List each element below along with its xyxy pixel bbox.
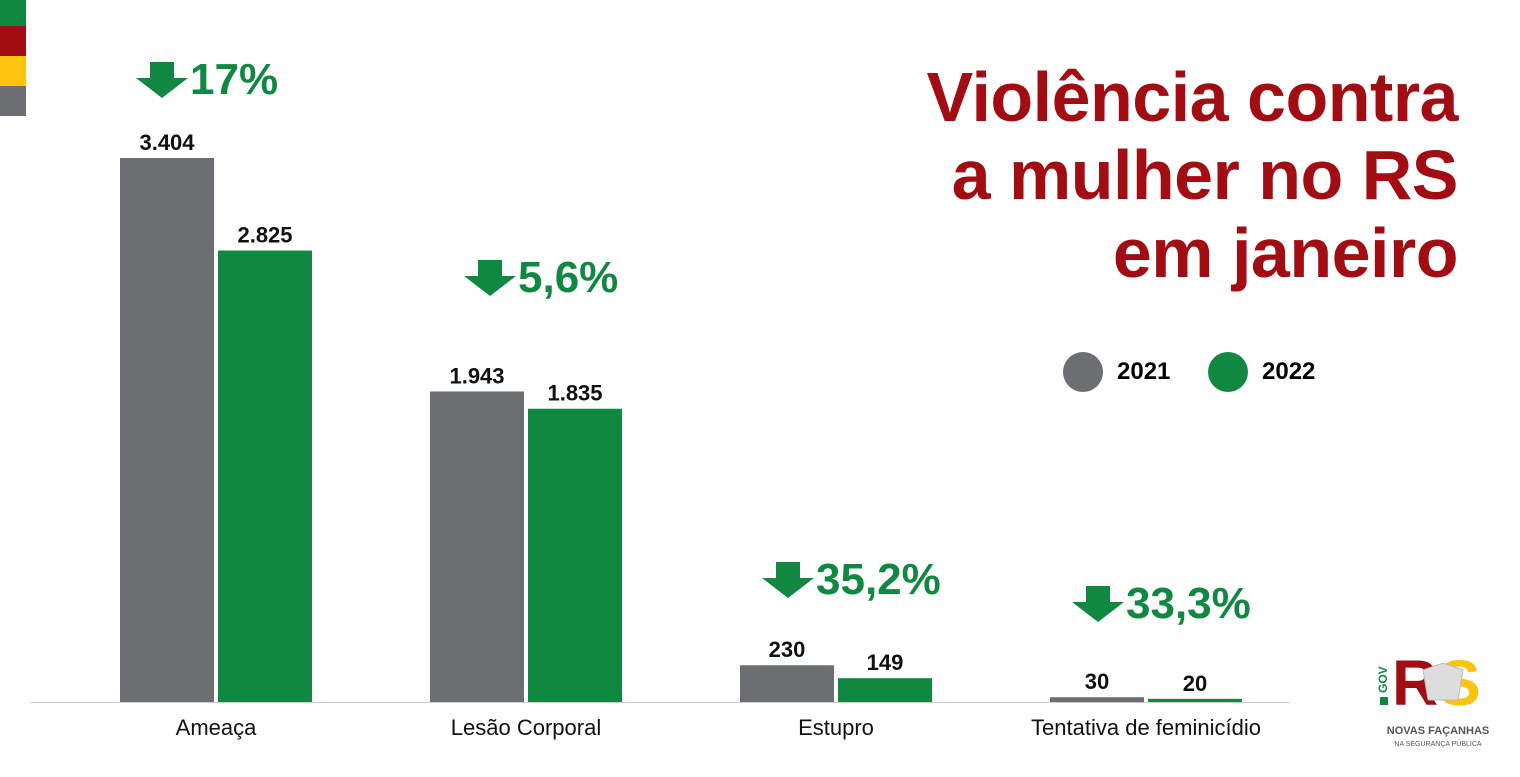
change-label: 33,3% bbox=[1126, 579, 1251, 628]
title-line: em janeiro bbox=[1112, 214, 1459, 292]
legend-swatch bbox=[1208, 352, 1248, 392]
chart-title: Violência contra a mulher no RS em janei… bbox=[926, 58, 1459, 292]
down-arrow-icon bbox=[1072, 586, 1124, 622]
legend-swatch bbox=[1063, 352, 1103, 392]
color-strip-red bbox=[0, 26, 26, 56]
color-strip-gray bbox=[0, 86, 26, 116]
bar-2021 bbox=[120, 158, 214, 702]
title-line: a mulher no RS bbox=[951, 136, 1459, 214]
svg-text:GOV: GOV bbox=[1378, 666, 1390, 693]
logo-name: NOVAS FAÇANHAS bbox=[1386, 725, 1490, 737]
data-label: 20 bbox=[1183, 671, 1207, 696]
bar-2022 bbox=[528, 408, 622, 702]
category-label: Estupro bbox=[798, 715, 874, 740]
data-label: 30 bbox=[1085, 669, 1109, 694]
down-arrow-icon bbox=[136, 62, 188, 98]
bar-2022 bbox=[838, 678, 932, 702]
bar-2021 bbox=[1050, 697, 1144, 702]
down-arrow-icon bbox=[464, 260, 516, 296]
color-strip-green bbox=[0, 0, 26, 26]
legend-label: 2021 bbox=[1117, 358, 1171, 385]
rs-logo-icon: GOV R S bbox=[1376, 647, 1481, 719]
logo: GOV R S NOVAS FAÇANHAS NA SEGURANÇA PÚBL… bbox=[1376, 645, 1508, 748]
category-label: Lesão Corporal bbox=[451, 715, 601, 740]
bar-2021 bbox=[430, 391, 524, 702]
legend-item-2022: 2022 bbox=[1208, 352, 1315, 392]
change-label: 35,2% bbox=[816, 555, 941, 604]
color-strip-yellow bbox=[0, 56, 26, 86]
data-label: 1.943 bbox=[449, 363, 504, 388]
data-label: 2.825 bbox=[237, 223, 292, 248]
change-label: 5,6% bbox=[518, 253, 618, 302]
bar-2021 bbox=[740, 665, 834, 702]
data-label: 3.404 bbox=[139, 130, 195, 155]
data-label: 149 bbox=[867, 650, 904, 675]
bar-2022 bbox=[1148, 698, 1242, 702]
data-label: 230 bbox=[769, 637, 806, 662]
legend-item-2021: 2021 bbox=[1063, 352, 1170, 392]
category-label: Ameaça bbox=[176, 715, 257, 740]
legend-label: 2022 bbox=[1262, 358, 1316, 385]
title-line: Violência contra bbox=[926, 58, 1459, 136]
logo-subtitle: NA SEGURANÇA PÚBLICA bbox=[1394, 741, 1482, 748]
down-arrow-icon bbox=[762, 562, 814, 598]
data-label: 1.835 bbox=[547, 381, 602, 406]
bar-2022 bbox=[218, 250, 312, 703]
change-label: 17% bbox=[190, 55, 278, 104]
category-label: Tentativa de feminicídio bbox=[1031, 715, 1261, 740]
